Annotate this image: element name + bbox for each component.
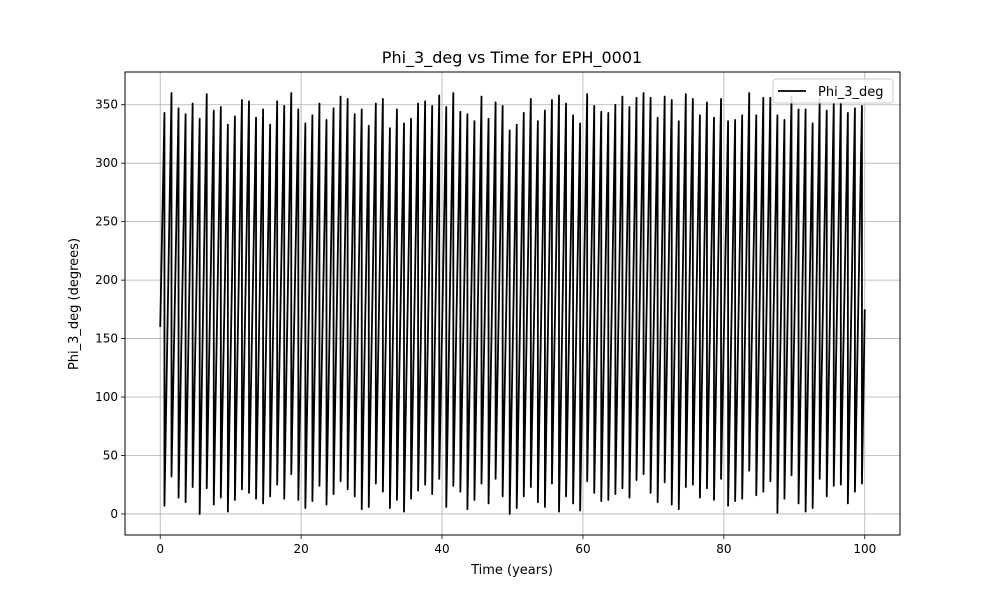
series-line-phi-3-deg — [159, 92, 866, 515]
x-tick-label: 100 — [853, 542, 876, 556]
x-tick-label: 20 — [293, 542, 308, 556]
y-tick-label: 250 — [95, 215, 118, 229]
x-tick-label: 60 — [575, 542, 590, 556]
legend-box — [772, 78, 894, 104]
y-axis-label: Phi_3_deg (degrees) — [67, 238, 82, 370]
x-tick-label: 0 — [156, 542, 164, 556]
ticks: 0 20 40 60 80 100 0 50 100 150 200 250 300 350 — [95, 98, 876, 556]
chart-title: Phi_3_deg vs Time for EPH_0001 — [382, 48, 642, 68]
x-tick-label: 40 — [434, 542, 449, 556]
y-tick-label: 100 — [95, 390, 118, 404]
series-layer — [159, 92, 866, 515]
legend: Phi_3_deg — [772, 78, 894, 104]
y-tick-label: 150 — [95, 332, 118, 346]
y-tick-label: 200 — [95, 273, 118, 287]
y-tick-label: 300 — [95, 156, 118, 170]
x-tick-label: 80 — [716, 542, 731, 556]
plot-frame — [124, 71, 901, 536]
legend-label: Phi_3_deg — [818, 85, 883, 100]
y-tick-label: 50 — [103, 448, 118, 462]
y-tick-label: 0 — [110, 507, 118, 521]
x-axis-label: Time (years) — [470, 563, 553, 578]
y-tick-label: 350 — [95, 98, 118, 112]
